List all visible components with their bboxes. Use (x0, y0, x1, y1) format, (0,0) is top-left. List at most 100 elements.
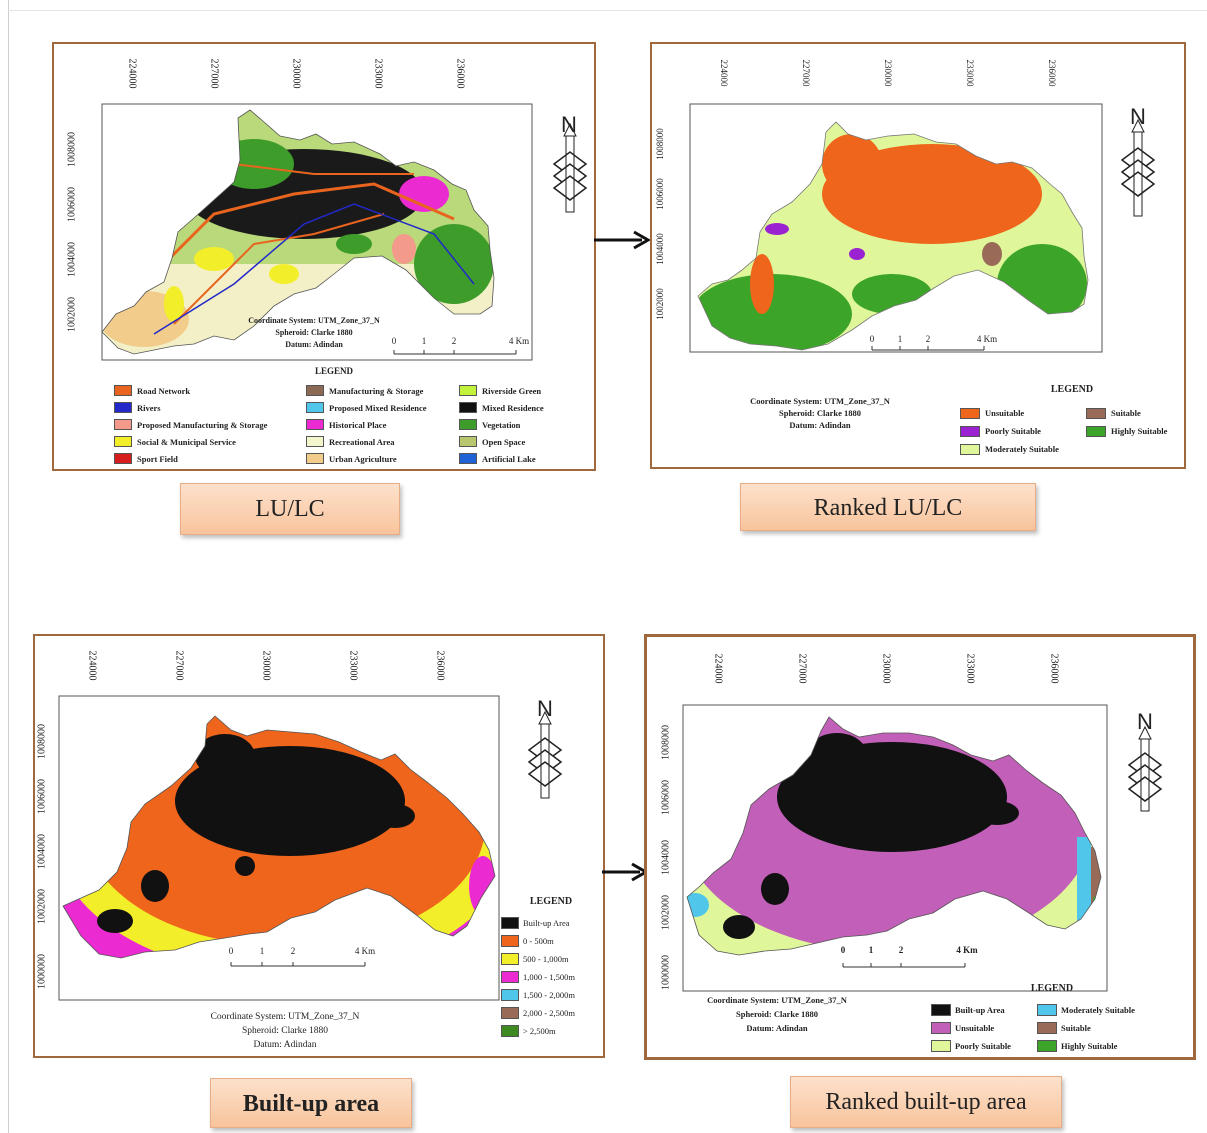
y-tick: 1008000 (660, 725, 672, 760)
x-tick: 236000 (434, 650, 446, 681)
legend-swatch (501, 989, 519, 1001)
y-tick: 1006000 (36, 779, 48, 814)
legend-label: Mixed Residence (482, 402, 544, 413)
legend-swatch (1037, 1040, 1057, 1052)
y-tick: 1004000 (655, 233, 665, 265)
scale-label: 2 (898, 945, 904, 955)
scale-label: 1 (421, 336, 427, 346)
legend-label: Rivers (137, 402, 161, 413)
scale-label: 4 Km (354, 946, 376, 956)
y-tick: 1002000 (36, 889, 48, 924)
legend-swatch (960, 443, 980, 455)
scale-label: 4 Km (956, 945, 978, 955)
legend-label: Riverside Green (482, 385, 542, 396)
spheroid: Spheroid: Clarke 1880 (275, 328, 353, 337)
legend-swatch (114, 453, 132, 464)
scale-label: 2 (290, 946, 296, 956)
legend-title: LEGEND (1050, 384, 1094, 395)
caption-ranked-builtup: Ranked built-up area (790, 1076, 1062, 1128)
north-letter: N (561, 112, 577, 137)
legend-label: 0 - 500m (523, 936, 554, 946)
legend-label: Artificial Lake (482, 453, 536, 464)
left-margin-rule (8, 0, 9, 1133)
legend-label: 2,000 - 2,500m (523, 1008, 575, 1018)
scale-label: 2 (451, 336, 457, 346)
map-panel-ranked-lulc: N 224000 227000 230000 233000 236000 100… (650, 42, 1186, 469)
y-tick: 1002000 (660, 895, 672, 930)
legend-swatch (306, 385, 324, 396)
y-tick: 1008000 (655, 128, 665, 160)
legend-label: Recreational Area (329, 436, 395, 447)
scale-label: 1 (259, 946, 265, 956)
legend-title: LEGEND (1030, 983, 1074, 994)
legend-label: Poorly Suitable (985, 426, 1041, 436)
x-tick: 230000 (880, 653, 892, 684)
x-tick: 236000 (1047, 59, 1057, 87)
scale-label: 0 (391, 336, 397, 346)
datum: Datum: Adindan (285, 340, 343, 349)
legend-swatch (931, 1040, 951, 1052)
legend-swatch (459, 419, 477, 430)
coord-system: Coordinate System: UTM_Zone_37_N (750, 396, 890, 406)
north-arrow-icon (1127, 725, 1163, 812)
y-tick: 1004000 (660, 840, 672, 875)
x-tick: 227000 (796, 653, 808, 684)
x-tick: 236000 (454, 58, 466, 89)
coord-system: Coordinate System: UTM_Zone_37_N (248, 316, 380, 325)
y-tick: 1008000 (66, 132, 78, 167)
scale-label: 0 (869, 334, 875, 344)
datum: Datum: Adindan (253, 1040, 317, 1050)
y-tick: 1000000 (660, 955, 672, 990)
x-tick: 224000 (719, 59, 729, 87)
legend-label: Vegetation (482, 419, 521, 430)
legend-swatch (1037, 1004, 1057, 1016)
y-tick: 1006000 (660, 780, 672, 815)
legend-label: Built-up Area (523, 918, 570, 928)
legend-label: Historical Place (329, 419, 387, 430)
legend-label: 500 - 1,000m (523, 954, 569, 964)
scale-label: 0 (228, 946, 234, 956)
legend-label: Sport Field (137, 453, 178, 464)
x-tick: 230000 (883, 59, 893, 87)
legend-swatch (114, 402, 132, 413)
north-letter: N (537, 696, 553, 721)
legend-swatch (960, 425, 980, 437)
legend-label: Highly Suitable (1111, 426, 1168, 436)
legend-swatch (501, 1025, 519, 1037)
legend-swatch (501, 935, 519, 947)
x-tick: 230000 (290, 58, 302, 89)
legend-swatch (1037, 1022, 1057, 1034)
coord-system: Coordinate System: UTM_Zone_37_N (210, 1012, 360, 1022)
legend-label: Built-up Area (955, 1005, 1005, 1015)
map-panel-ranked-builtup: N 224000 227000 230000 233000 236000 100… (644, 634, 1196, 1060)
legend-label: Unsuitable (985, 408, 1025, 418)
x-tick: 230000 (260, 650, 272, 681)
scale-label: 1 (897, 334, 903, 344)
north-arrow-icon (552, 122, 588, 213)
y-tick: 1004000 (36, 834, 48, 869)
legend: Built-up Area 0 - 500m 500 - 1,000m 1,00… (501, 914, 575, 1040)
y-tick: 1004000 (66, 242, 78, 277)
y-tick: 1006000 (655, 178, 665, 210)
legend-swatch (459, 453, 477, 464)
legend-label: > 2,500m (523, 1026, 556, 1036)
x-tick: 224000 (126, 58, 138, 89)
legend-swatch (501, 953, 519, 965)
lulc-map-graphic (101, 103, 588, 361)
datum: Datum: Adindan (789, 420, 851, 430)
legend-swatch (501, 971, 519, 983)
legend-swatch (931, 1022, 951, 1034)
legend-swatch (960, 407, 980, 419)
arrow-right-icon (594, 230, 652, 250)
y-tick: 1002000 (66, 297, 78, 332)
north-letter: N (1137, 709, 1153, 734)
x-tick: 236000 (1048, 653, 1060, 684)
legend-label: Highly Suitable (1061, 1041, 1118, 1051)
coord-system: Coordinate System: UTM_Zone_37_N (707, 995, 847, 1005)
legend-swatch (459, 385, 477, 396)
ranked-builtup-map-graphic (682, 704, 1163, 992)
legend-label: Open Space (482, 436, 526, 447)
legend-swatch (306, 436, 324, 447)
legend-swatch (459, 436, 477, 447)
scale-label: 0 (840, 945, 846, 955)
